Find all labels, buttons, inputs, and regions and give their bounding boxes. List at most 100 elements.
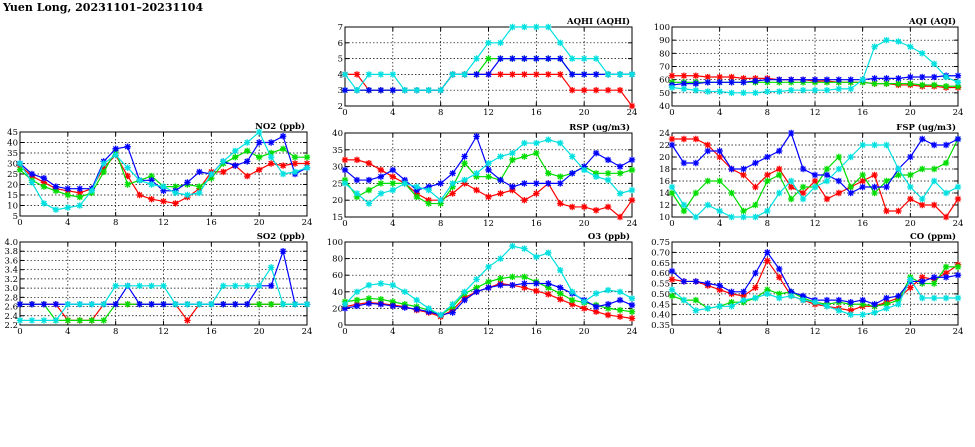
data-point <box>184 317 191 324</box>
data-point <box>752 269 759 277</box>
y-tick-label: 0.50 <box>651 290 670 300</box>
data-point <box>52 206 60 213</box>
y-tick-label: 2.2 <box>4 321 18 331</box>
y-tick-label: 40 <box>7 139 18 149</box>
data-point <box>509 71 516 78</box>
data-point <box>244 139 251 146</box>
data-point <box>196 189 203 197</box>
data-point <box>580 298 588 305</box>
data-point <box>616 87 624 94</box>
data-point <box>811 76 819 83</box>
data-point <box>616 306 624 314</box>
data-point <box>895 75 902 82</box>
y-tick-label: 18 <box>659 165 670 175</box>
data-point <box>895 301 902 308</box>
data-point <box>764 88 771 95</box>
data-point <box>533 180 540 187</box>
x-tick-label: 20 <box>905 219 916 229</box>
data-point <box>592 308 600 315</box>
data-point <box>76 193 83 201</box>
data-point <box>485 160 492 167</box>
data-point <box>341 305 349 312</box>
y-tick-label: 15 <box>7 191 18 201</box>
data-point <box>871 189 878 197</box>
data-point <box>811 177 819 185</box>
data-point <box>919 73 926 81</box>
data-point <box>895 38 902 45</box>
data-point <box>461 160 468 167</box>
data-point <box>437 311 444 319</box>
y-tick-label: 80 <box>659 49 670 59</box>
data-point <box>680 296 688 304</box>
data-point <box>557 296 564 303</box>
data-point <box>377 280 385 287</box>
data-point <box>64 204 72 211</box>
data-point <box>835 76 843 83</box>
data-point <box>353 71 361 78</box>
data-point <box>485 278 492 286</box>
data-point <box>954 135 962 143</box>
data-point <box>267 154 275 161</box>
data-point <box>569 288 576 295</box>
data-point <box>787 288 795 295</box>
data-point <box>580 203 588 211</box>
data-point <box>907 80 914 87</box>
data-point <box>823 87 831 94</box>
data-point <box>100 317 107 324</box>
y-tick-label: 0.75 <box>651 238 670 248</box>
data-point <box>954 79 962 86</box>
data-point <box>365 160 373 167</box>
data-point <box>279 248 287 255</box>
data-point <box>859 311 866 318</box>
chart-aqi: 0 4 8 12 16 20 24 40 50 60 70 80 90 100 AQI (AQI) <box>654 16 964 118</box>
data-point <box>728 189 735 197</box>
data-point <box>592 149 600 157</box>
data-point <box>52 317 60 324</box>
y-tick-label: 3.2 <box>4 275 18 285</box>
y-tick-label: 7 <box>338 23 343 33</box>
series-2 <box>341 280 636 319</box>
data-point <box>52 183 60 190</box>
y-tick-label: 0.40 <box>651 311 670 321</box>
data-point <box>353 87 361 94</box>
data-point <box>752 213 759 221</box>
data-point <box>942 213 950 221</box>
data-point <box>883 301 890 308</box>
data-point <box>895 80 902 87</box>
y-tick-label: 30 <box>332 163 343 173</box>
data-point <box>704 280 711 287</box>
data-point <box>184 301 191 308</box>
data-point <box>954 294 962 302</box>
data-point <box>497 39 504 46</box>
data-point <box>533 71 540 78</box>
data-point <box>461 153 468 160</box>
data-point <box>740 288 747 295</box>
x-tick-label: 20 <box>905 108 916 118</box>
data-point <box>449 309 456 316</box>
data-point <box>557 139 564 147</box>
data-point <box>267 149 275 157</box>
data-point <box>811 298 819 306</box>
data-point <box>604 170 612 177</box>
data-point <box>752 183 759 191</box>
data-point <box>461 71 468 78</box>
data-point <box>604 87 612 94</box>
x-tick-label: 24 <box>627 327 638 337</box>
data-point <box>823 296 831 304</box>
data-point <box>580 305 588 312</box>
data-point <box>365 71 373 78</box>
data-point <box>425 186 432 194</box>
y-tick-label: 25 <box>7 170 18 180</box>
data-point <box>716 147 723 155</box>
data-point <box>835 165 843 173</box>
data-point <box>148 282 155 290</box>
data-point <box>136 177 143 184</box>
data-point <box>919 135 926 143</box>
data-point <box>847 183 854 191</box>
data-point <box>692 296 700 304</box>
data-point <box>752 201 759 209</box>
data-point <box>365 281 373 289</box>
data-point <box>799 292 807 300</box>
x-tick-label: 16 <box>206 327 217 337</box>
data-point <box>895 165 902 173</box>
